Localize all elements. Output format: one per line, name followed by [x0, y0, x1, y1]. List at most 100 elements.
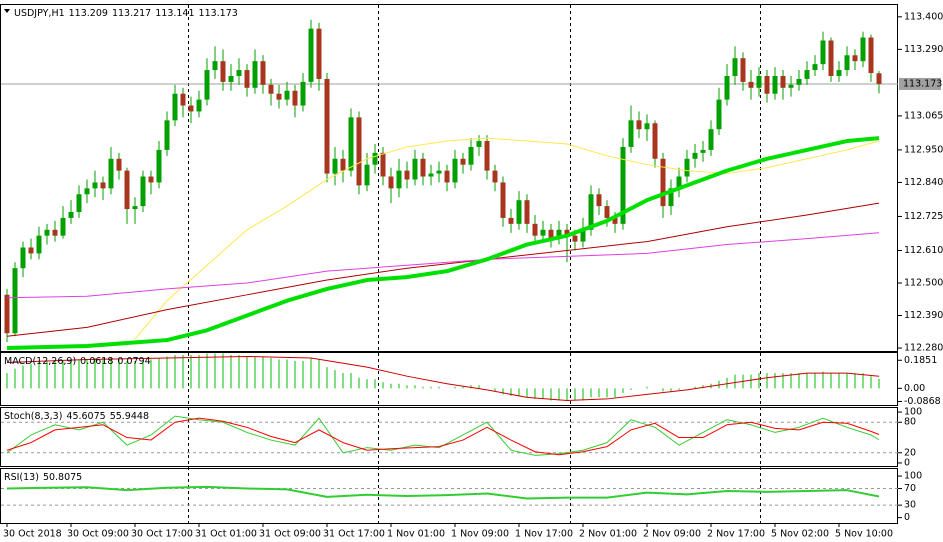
- candle-body: [460, 158, 466, 165]
- symbol-menu-icon: [4, 9, 10, 13]
- x-tick-label: 31 Oct 01:00: [195, 529, 257, 540]
- candle-body: [612, 217, 618, 224]
- candle-body: [372, 152, 378, 165]
- x-tick-label: 2 Nov 17:00: [707, 529, 765, 540]
- x-tick-label: 2 Nov 09:00: [643, 529, 701, 540]
- candle-body: [756, 75, 762, 88]
- candle-body: [100, 182, 106, 189]
- candle-body: [604, 206, 610, 218]
- y-tick-label: 80: [904, 417, 916, 428]
- candle-body: [76, 194, 82, 213]
- header-value: 113.173: [199, 8, 238, 19]
- header-value: 113.141: [155, 8, 194, 19]
- candle-body: [636, 120, 642, 130]
- y-tick-label: 0.00: [904, 383, 925, 394]
- x-tick-label: 1 Nov 17:00: [515, 529, 573, 540]
- candle-body: [780, 75, 786, 88]
- panel-title: RSI(13): [4, 472, 39, 483]
- candle-body: [724, 75, 730, 100]
- y-tick-label: 0.1851: [904, 355, 937, 366]
- y-tick-label: 100: [904, 407, 922, 418]
- candle-body: [196, 99, 202, 112]
- candle-body: [876, 73, 882, 84]
- indicator-line: [6, 485, 880, 500]
- x-tick-label: 1 Nov 01:00: [387, 529, 445, 540]
- candle-body: [588, 194, 594, 230]
- candle-body: [356, 117, 362, 186]
- candle-body: [236, 70, 242, 76]
- candle-body: [308, 28, 314, 82]
- candle-body: [836, 70, 842, 76]
- x-tick-label: 31 Oct 09:00: [259, 529, 321, 540]
- y-tick-label: 30: [904, 500, 916, 511]
- candle-body: [12, 268, 18, 334]
- panel-title: MACD(12,26,9): [4, 356, 76, 367]
- candle-body: [820, 40, 826, 65]
- candle-body: [652, 123, 658, 159]
- candle-body: [812, 64, 818, 71]
- candle-body: [284, 90, 290, 100]
- main-panel: [0, 4, 898, 352]
- candle-body: [340, 158, 346, 171]
- candle-body: [548, 229, 554, 239]
- y-tick-label: 113.065: [904, 110, 943, 121]
- y-tick-label: 112.500: [904, 277, 943, 288]
- candle-body: [452, 158, 458, 183]
- y-tick-label: 112.950: [904, 144, 943, 155]
- candle-body: [292, 90, 298, 106]
- candle-body: [220, 61, 226, 82]
- y-tick-label: 113.400: [904, 11, 943, 22]
- candle-body: [4, 294, 10, 334]
- y-tick-label: 20: [904, 447, 916, 458]
- y-tick-label: 112.390: [904, 310, 943, 321]
- candle-body: [44, 229, 50, 236]
- candle-body: [396, 170, 402, 189]
- candle-body: [204, 70, 210, 100]
- candle-body: [68, 212, 74, 218]
- candle-body: [476, 141, 482, 147]
- candle-body: [436, 170, 442, 174]
- candle-body: [180, 93, 186, 106]
- y-tick-label: 112.840: [904, 177, 943, 188]
- y-tick-label: 0: [904, 457, 910, 468]
- candle-body: [212, 61, 218, 71]
- candle-body: [332, 158, 338, 174]
- candle-body: [116, 158, 122, 171]
- candle-body: [492, 170, 498, 183]
- candle-body: [852, 55, 858, 62]
- candle-body: [156, 149, 162, 183]
- candle-body: [276, 93, 282, 100]
- candle-body: [92, 182, 98, 189]
- header-value: 55.9448: [110, 411, 149, 422]
- candle-body: [244, 70, 250, 88]
- x-tick-label: 31 Oct 17:00: [323, 529, 385, 540]
- header-value: 50.8075: [43, 472, 82, 483]
- candle-body: [148, 176, 154, 183]
- y-tick-label: 0: [904, 512, 910, 523]
- indicator-line: [6, 415, 880, 456]
- panel-header: RSI(13) 50.8075: [4, 472, 82, 483]
- x-tick-label: 30 Oct 2018: [3, 529, 62, 540]
- period-separators: [188, 5, 761, 523]
- candle-body: [412, 158, 418, 180]
- indicator-line: [134, 137, 880, 340]
- candle-body: [708, 129, 714, 150]
- candle-body: [28, 247, 34, 254]
- rsi-panel: [0, 468, 898, 524]
- candle-body: [764, 75, 770, 94]
- candle-body: [860, 37, 866, 62]
- panel-title: USDJPY,H1: [14, 8, 65, 19]
- last-price-label: 113.173: [903, 78, 942, 89]
- candle-body: [748, 81, 754, 88]
- stoch-panel: [0, 407, 898, 467]
- x-tick-label: 30 Oct 17:00: [131, 529, 193, 540]
- candle-body: [508, 217, 514, 224]
- candle-body: [660, 158, 666, 207]
- candle-body: [620, 146, 626, 224]
- candle-body: [644, 123, 650, 130]
- candle-body: [124, 170, 130, 210]
- candle-body: [828, 40, 834, 76]
- candle-body: [140, 176, 146, 207]
